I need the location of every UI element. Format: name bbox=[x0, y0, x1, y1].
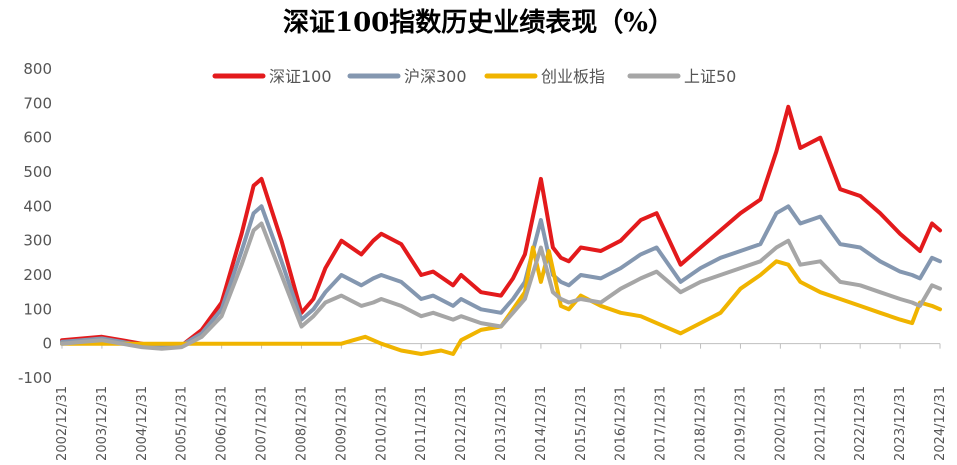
x-tick-label: 2002/12/31 bbox=[55, 386, 70, 461]
y-tick-label: 100 bbox=[23, 300, 52, 318]
x-tick-label: 2019/12/31 bbox=[733, 386, 748, 461]
x-tick-label: 2021/12/31 bbox=[813, 386, 828, 461]
x-axis: 2002/12/31 2003/12/31 2004/12/31 2005/12/31… bbox=[55, 343, 948, 461]
series-line bbox=[60, 204, 942, 350]
x-tick-label: 2012/12/31 bbox=[454, 386, 469, 461]
x-tick-label: 2010/12/31 bbox=[374, 386, 389, 461]
x-tick-label: 2013/12/31 bbox=[494, 386, 509, 461]
y-tick-label: -100 bbox=[18, 369, 52, 387]
x-tick-label: 2009/12/31 bbox=[334, 386, 349, 461]
y-axis: -100 0 100 200 300 400 500 600 700 800 bbox=[18, 60, 52, 387]
legend: 深证100 沪深300 创业板指 上证50 bbox=[212, 67, 736, 86]
y-tick-label: 800 bbox=[23, 60, 52, 78]
x-tick-label: 2004/12/31 bbox=[135, 386, 150, 461]
x-tick-label: 2014/12/31 bbox=[534, 386, 549, 461]
legend-label: 沪深300 bbox=[404, 67, 467, 86]
plot-lines bbox=[60, 104, 942, 356]
x-tick-label: 2017/12/31 bbox=[654, 386, 669, 461]
x-tick-label: 2015/12/31 bbox=[574, 386, 589, 461]
x-tick-label: 2016/12/31 bbox=[614, 386, 629, 461]
y-tick-label: 600 bbox=[23, 129, 52, 147]
x-tick-label: 2020/12/31 bbox=[773, 386, 788, 461]
x-tick-label: 2005/12/31 bbox=[175, 386, 190, 461]
y-tick-label: 500 bbox=[23, 163, 52, 181]
y-tick-label: 300 bbox=[23, 232, 52, 250]
legend-label: 创业板指 bbox=[541, 67, 605, 86]
x-tick-label: 2023/12/31 bbox=[893, 386, 908, 461]
legend-label: 深证100 bbox=[269, 67, 332, 86]
y-tick-label: 700 bbox=[23, 94, 52, 112]
y-tick-label: 0 bbox=[42, 335, 52, 353]
series-line bbox=[60, 245, 942, 356]
chart-title: 深证100指数历史业绩表现（%） bbox=[283, 8, 674, 38]
series-line bbox=[60, 221, 942, 351]
series-line bbox=[60, 104, 942, 350]
x-tick-label: 2007/12/31 bbox=[255, 386, 270, 461]
y-tick-label: 200 bbox=[23, 266, 52, 284]
x-tick-label: 2008/12/31 bbox=[294, 386, 309, 461]
x-tick-label: 2006/12/31 bbox=[215, 386, 230, 461]
x-tick-label: 2018/12/31 bbox=[694, 386, 709, 461]
x-tick-label: 2024/12/31 bbox=[933, 386, 948, 461]
y-tick-label: 400 bbox=[23, 197, 52, 215]
x-tick-label: 2003/12/31 bbox=[95, 386, 110, 461]
x-tick-label: 2022/12/31 bbox=[853, 386, 868, 461]
x-tick-label: 2011/12/31 bbox=[414, 386, 429, 461]
legend-label: 上证50 bbox=[684, 67, 736, 86]
